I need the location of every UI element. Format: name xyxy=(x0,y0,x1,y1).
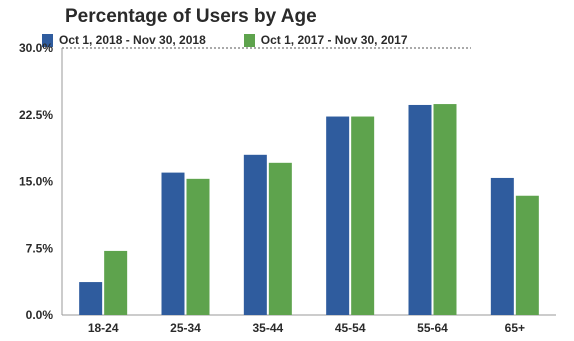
x-tick-label: 25-34 xyxy=(170,321,201,335)
legend-label-series-1: Oct 1, 2018 - Nov 30, 2018 xyxy=(59,33,206,47)
x-tick-label: 45-54 xyxy=(335,321,366,335)
bar-series-2-65+ xyxy=(515,195,539,315)
bar-series-1-55-64 xyxy=(408,104,432,316)
x-tick-label: 65+ xyxy=(505,321,525,335)
x-tick-label: 18-24 xyxy=(88,321,119,335)
bar-series-2-45-54 xyxy=(351,116,375,315)
y-tick-label: 22.5% xyxy=(19,108,53,122)
bar-series-1-25-34 xyxy=(161,172,185,315)
chart-legend: Oct 1, 2018 - Nov 30, 2018 Oct 1, 2017 -… xyxy=(42,30,408,50)
x-tick-label: 55-64 xyxy=(417,321,448,335)
bar-series-2-55-64 xyxy=(433,104,457,315)
bar-series-2-35-44 xyxy=(268,162,292,315)
legend-item-series-1: Oct 1, 2018 - Nov 30, 2018 xyxy=(42,33,206,47)
legend-label-series-2: Oct 1, 2017 - Nov 30, 2017 xyxy=(260,33,408,47)
bar-series-1-18-24 xyxy=(79,282,103,315)
y-tick-label: 15.0% xyxy=(19,175,53,189)
bar-series-2-18-24 xyxy=(104,250,128,315)
legend-item-series-2: Oct 1, 2017 - Nov 30, 2017 xyxy=(243,33,408,47)
y-tick-label: 0.0% xyxy=(26,308,54,322)
bar-series-1-35-44 xyxy=(243,154,267,315)
y-tick-label: 30.0% xyxy=(19,41,53,55)
bar-series-2-25-34 xyxy=(186,178,210,315)
x-tick-label: 35-44 xyxy=(252,321,283,335)
legend-swatch-series-1 xyxy=(42,33,53,47)
bar-series-1-45-54 xyxy=(326,116,350,315)
y-tick-label: 7.5% xyxy=(26,241,54,255)
legend-swatch-series-2 xyxy=(243,33,255,47)
chart-title: Percentage of Users by Age xyxy=(65,6,317,27)
bar-series-1-65+ xyxy=(490,177,514,315)
